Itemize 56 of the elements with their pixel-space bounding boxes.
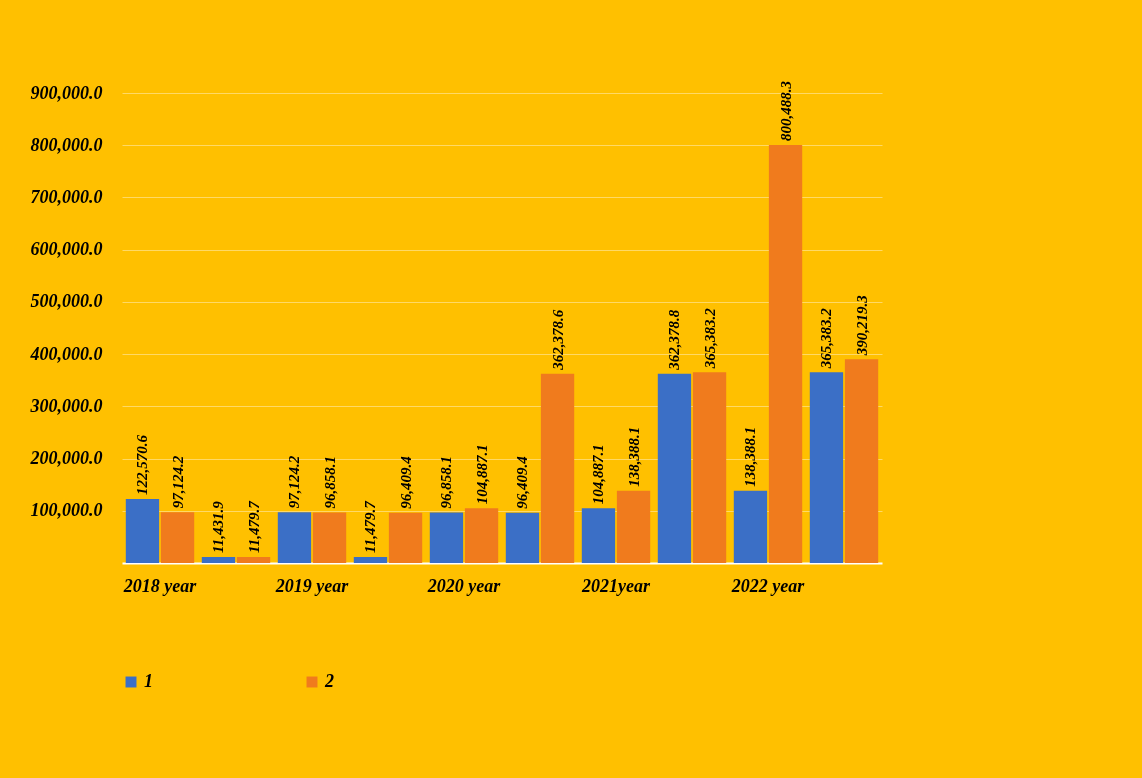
data-label: 138,388.1	[625, 426, 642, 487]
data-label: 390,219.3	[853, 294, 870, 357]
y-tick-label: 900,000.0	[30, 82, 103, 103]
y-tick-label: 300,000.0	[29, 395, 103, 416]
y-tick-label: 600,000.0	[30, 239, 103, 260]
data-label: 11,479.7	[245, 500, 262, 554]
x-tick-label: 2020 year	[426, 575, 502, 596]
bar	[277, 512, 312, 563]
bar	[733, 490, 768, 563]
data-label: 97,124.2	[286, 455, 303, 509]
bar	[464, 508, 499, 563]
bar	[768, 144, 803, 563]
bar	[429, 512, 464, 563]
data-label: 362,378.6	[549, 309, 566, 371]
data-label: 362,378.8	[666, 309, 683, 371]
bar	[505, 512, 540, 563]
data-label: 97,124.2	[169, 455, 186, 509]
bar	[388, 512, 423, 563]
x-tick-label: 2022 year	[730, 575, 806, 596]
bar	[844, 359, 879, 563]
x-tick-label: 2018 year	[122, 575, 198, 596]
data-label: 104,887.1	[473, 444, 490, 505]
data-label: 11,479.7	[362, 500, 379, 554]
x-tick-label: 2019 year	[274, 575, 350, 596]
bar	[236, 557, 271, 563]
bar	[581, 508, 616, 563]
bar	[125, 498, 160, 563]
bar	[657, 373, 692, 563]
data-label: 365,383.2	[818, 307, 835, 370]
bar	[540, 373, 575, 563]
data-label: 96,409.4	[514, 455, 531, 509]
data-label: 96,858.1	[438, 455, 455, 509]
data-label: 96,409.4	[397, 455, 414, 509]
legend-label: 2	[324, 671, 334, 691]
data-label: 800,488.3	[777, 80, 794, 141]
data-label: 138,388.1	[742, 426, 759, 487]
data-label: 104,887.1	[590, 444, 607, 505]
data-label: 365,383.2	[701, 307, 718, 370]
y-tick-label: 100,000.0	[30, 500, 103, 521]
data-label: 11,431.9	[210, 500, 227, 554]
bar	[809, 372, 844, 563]
y-tick-label: 500,000.0	[30, 291, 103, 312]
y-tick-label: 800,000.0	[30, 134, 103, 155]
data-label: 122,570.6	[134, 434, 151, 495]
x-tick-label: 2021year	[581, 575, 651, 596]
y-tick-label: 700,000.0	[30, 186, 103, 207]
bar	[616, 490, 651, 563]
y-tick-label: 200,000.0	[29, 448, 103, 469]
bar	[312, 512, 347, 563]
bar	[353, 557, 388, 563]
bar	[692, 372, 727, 563]
y-tick-label: 400,000.0	[29, 343, 103, 364]
data-label: 96,858.1	[321, 455, 338, 509]
bar	[201, 557, 236, 563]
bar	[160, 512, 195, 563]
legend-label: 1	[144, 671, 153, 691]
